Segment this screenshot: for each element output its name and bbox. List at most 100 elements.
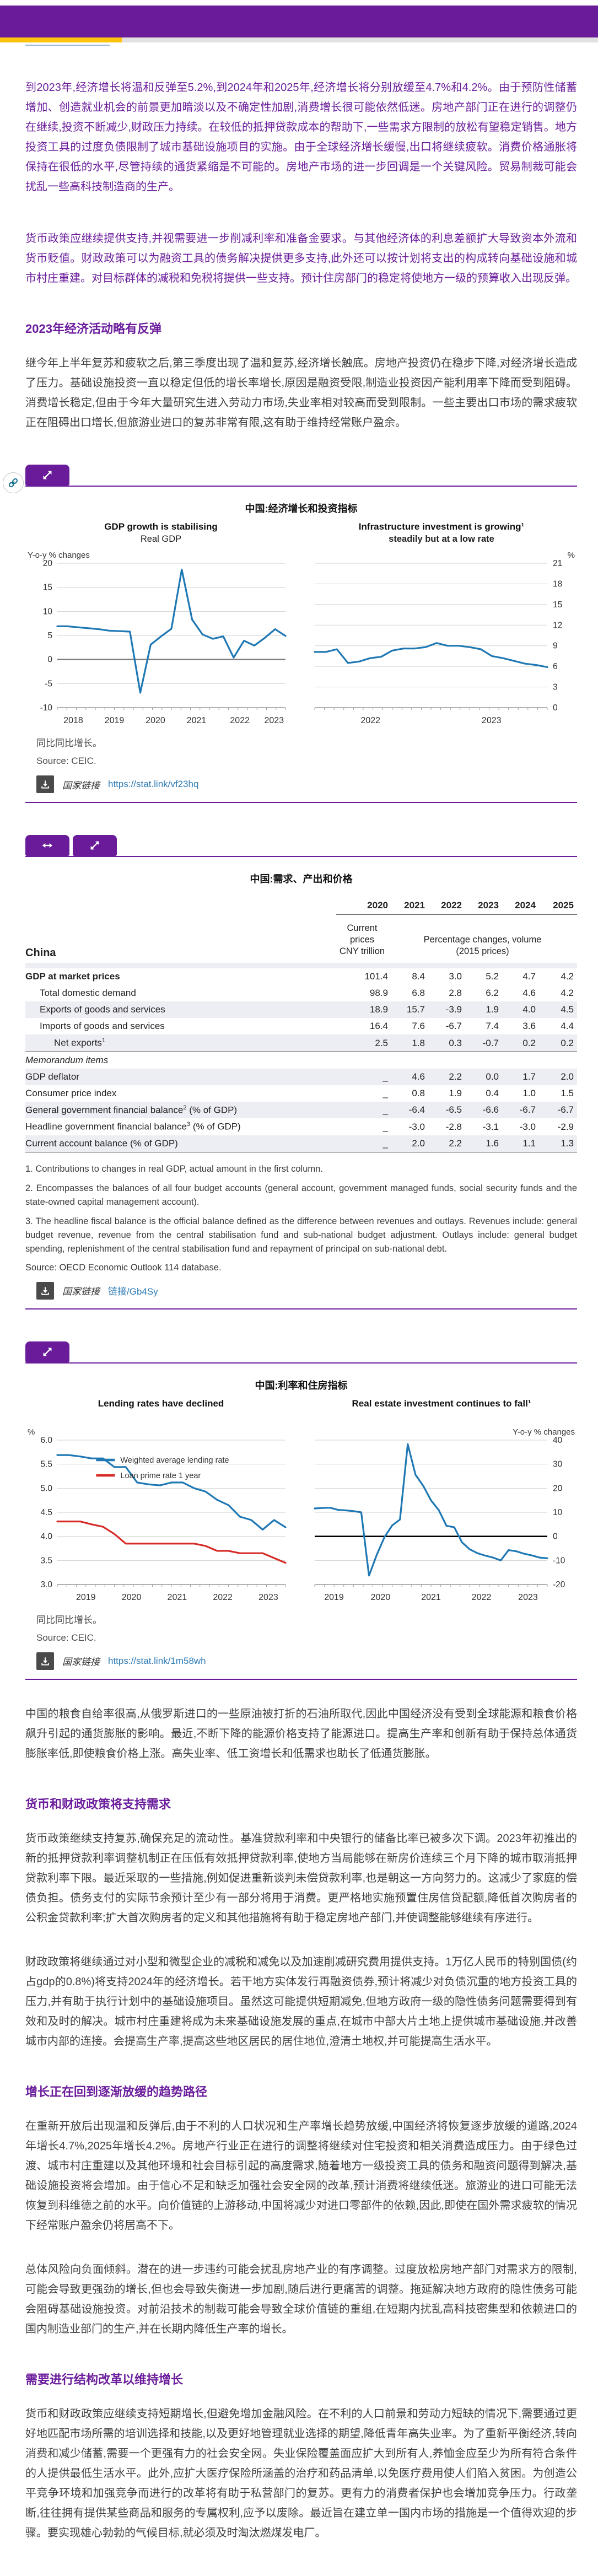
year-column-header: 2024	[502, 898, 539, 915]
table-region-label: China	[25, 947, 56, 959]
chart-real-estate: Real estate investment continues to fall…	[306, 1398, 577, 1608]
statlink-url[interactable]: https://stat.link/1m58wh	[108, 1655, 206, 1666]
chart-lending-rates: Lending rates have declined 6.0 5.5 5.0 4.5…	[25, 1398, 297, 1608]
svg-text:4.5: 4.5	[40, 1508, 52, 1517]
figure1-charts: GDP growth is stabilising Real GDP 20 15 1…	[25, 521, 577, 731]
figure2-toolbar	[25, 1341, 577, 1364]
paragraph-outlook: 在重新开放后出现温和反弹后,由于不利的人口状况和生产率增长趋势放缓,中国经济将恢…	[25, 2120, 577, 2232]
chart-subtitle: Real GDP	[140, 534, 182, 544]
figure1-source: Source: CEIC.	[36, 756, 96, 766]
expand-table-button[interactable]	[73, 835, 117, 856]
footnote: 3. The headline fiscal balance is the of…	[25, 1216, 577, 1254]
table-row: GDP at market prices 101.4 8.4 3.0 5.2 4.7 4.2	[25, 971, 574, 982]
chart-gdp-growth: GDP growth is stabilising Real GDP 20 15 1…	[25, 521, 297, 731]
purple-divider	[25, 1308, 577, 1309]
table-statlink: 国家链接 链接/Gb4Sy	[36, 1281, 577, 1300]
figure2-statlink: 国家链接 https://stat.link/1m58wh	[36, 1652, 577, 1670]
year-column-header: 2023	[465, 898, 502, 915]
link-icon[interactable]	[3, 472, 24, 493]
svg-text:20: 20	[43, 559, 53, 568]
chart-title-line2: steadily but at a low rate	[389, 534, 494, 544]
svg-text:4.0: 4.0	[40, 1532, 52, 1542]
svg-text:3.0: 3.0	[40, 1580, 52, 1589]
summary-paragraph-growth: 到2023年,经济增长将温和反弹至5.2%,到2024年和2025年,经济增长将…	[25, 82, 577, 193]
svg-text:2023: 2023	[482, 716, 502, 725]
expand-icon	[43, 471, 52, 479]
svg-text:%: %	[28, 1427, 35, 1437]
paragraph-activity: 继今年上半年复苏和疲软之后,第三季度出现了温和复苏,经济增长触底。房地产投资仍在…	[25, 357, 577, 429]
table-footnotes: 1. Contributions to changes in real GDP,…	[25, 1162, 577, 1256]
gray-accent	[122, 37, 598, 42]
horizontal-arrows-icon	[42, 843, 53, 848]
table-row: Net exports1 2.5 1.8 0.3 -0.7 0.2 0.2	[25, 1034, 577, 1052]
expand-icon	[90, 841, 99, 850]
download-icon	[41, 780, 49, 789]
svg-text:2020: 2020	[122, 1593, 142, 1602]
figure1-note: 同比同比增长。	[36, 738, 102, 748]
expand-figure-button[interactable]	[25, 1341, 69, 1362]
paragraph-risks: 总体风险向负面倾斜。潜在的进一步违约可能会扰乱房地产业的有序调整。过度放松房地产…	[25, 2263, 577, 2335]
chart-subtitle-spacer	[306, 1410, 577, 1422]
svg-text:-5: -5	[45, 679, 52, 688]
footnote: 1. Contributions to changes in real GDP,…	[25, 1163, 323, 1174]
section-heading-trend: 增长正在回到逐渐放缓的趋势路径	[25, 2084, 208, 2099]
svg-text:2020: 2020	[371, 1593, 391, 1602]
svg-text:2021: 2021	[168, 1593, 187, 1602]
yellow-accent	[0, 37, 122, 42]
table-source: Source: OECD Economic Outlook 114 databa…	[25, 1262, 222, 1273]
table-toolbar	[25, 835, 577, 857]
svg-text:2022: 2022	[360, 716, 380, 725]
svg-text:5.0: 5.0	[40, 1484, 52, 1493]
table-row: Current account balance (% of GDP) _ 2.0 2.…	[25, 1135, 577, 1152]
top-accent-bar	[0, 37, 598, 42]
svg-text:Y-o-y % changes: Y-o-y % changes	[513, 1427, 575, 1437]
download-button[interactable]	[36, 775, 54, 793]
svg-text:12: 12	[553, 621, 562, 630]
svg-text:2019: 2019	[105, 716, 125, 725]
statlink-url[interactable]: https://stat.link/vf23hq	[108, 779, 199, 789]
figure1-toolbar	[3, 465, 577, 493]
svg-text:0: 0	[553, 703, 558, 713]
svg-text:2018: 2018	[63, 716, 83, 725]
document-body: 到2023年,经济增长将温和反弹至5.2%,到2024年和2025年,经济增长将…	[0, 78, 598, 2576]
statlink-url[interactable]: 链接/Gb4Sy	[108, 1286, 158, 1297]
download-icon	[41, 1287, 49, 1295]
figure2-charts: Lending rates have declined 6.0 5.5 5.0 4.5…	[25, 1398, 577, 1608]
chart-title: Lending rates have declined	[98, 1398, 224, 1409]
svg-text:-20: -20	[553, 1580, 565, 1589]
download-button[interactable]	[36, 1652, 54, 1670]
svg-text:2019: 2019	[76, 1593, 96, 1602]
expand-icon	[43, 1348, 52, 1356]
purple-divider	[25, 802, 577, 803]
figure2-source: Source: CEIC.	[36, 1632, 96, 1643]
swap-view-button[interactable]	[25, 835, 69, 856]
paragraph-inflation: 中国的粮食自给率很高,从俄罗斯进口的一些原油被打折的石油所取代,因此中国经济没有…	[25, 1707, 577, 1760]
top-purple-band	[0, 6, 598, 37]
svg-text:2021: 2021	[187, 716, 207, 725]
svg-text:%: %	[568, 551, 575, 560]
svg-text:15: 15	[553, 600, 562, 610]
section-heading-reform: 需要进行结构改革以维持增长	[25, 2372, 184, 2386]
paragraph-monetary: 货币政策继续支持复苏,确保充足的流动性。基准贷款利率和中央银行的储备比率已被多次…	[25, 1832, 577, 1924]
section-heading-policy: 货币和财政政策将支持需求	[25, 1797, 171, 1811]
statlink-label: 国家链接	[62, 1657, 100, 1668]
blue-rule	[25, 45, 110, 46]
svg-text:15: 15	[43, 583, 52, 592]
svg-text:2021: 2021	[421, 1593, 441, 1602]
svg-text:2023: 2023	[258, 1593, 278, 1602]
download-icon	[41, 1657, 49, 1666]
download-button[interactable]	[36, 1281, 54, 1300]
table-row: Headline government financial balance3 (…	[25, 1121, 574, 1132]
statlink-label: 国家链接	[62, 780, 100, 791]
table-row: Exports of goods and services 18.9 15.7 -3.…	[25, 1001, 577, 1018]
figure2-note: 同比同比增长。	[36, 1614, 102, 1625]
svg-text:2023: 2023	[518, 1593, 538, 1602]
chart-title: Infrastructure investment is growing¹	[358, 521, 525, 532]
real-estate-line-chart: 40 30 20 10 0 -10 -20 Y-o-y % changes 2019 2020 20…	[314, 1427, 575, 1602]
svg-text:2019: 2019	[324, 1593, 344, 1602]
svg-text:6.0: 6.0	[40, 1436, 52, 1445]
chart-subtitle-spacer	[25, 1410, 297, 1422]
expand-figure-button[interactable]	[25, 465, 69, 486]
svg-text:2022: 2022	[472, 1593, 492, 1602]
svg-text:6: 6	[553, 662, 558, 671]
